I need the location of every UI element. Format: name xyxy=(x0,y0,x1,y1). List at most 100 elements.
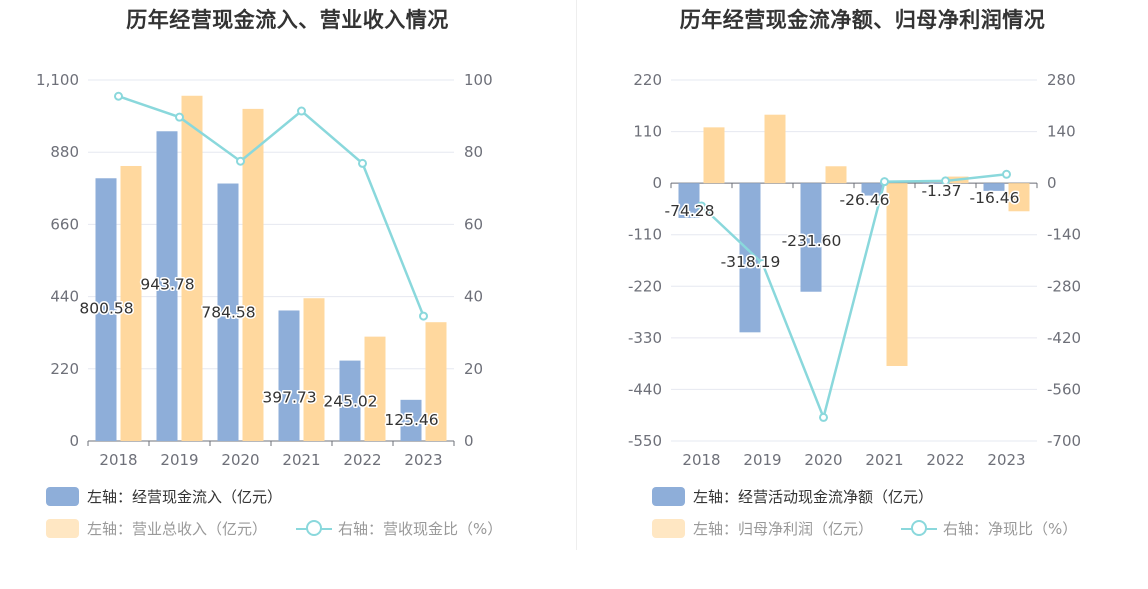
bar-orange xyxy=(364,336,386,441)
line-series xyxy=(118,95,425,317)
x-tick-label: 2023 xyxy=(987,451,1025,469)
bar-blue xyxy=(739,183,761,333)
x-tick-label: 2019 xyxy=(743,451,781,469)
y-tick-right: 0 xyxy=(464,432,474,450)
legend-item-net-profit[interactable]: 左轴：归母净利润（亿元） xyxy=(652,518,873,539)
bar-blue xyxy=(217,183,239,441)
y-tick-right: 80 xyxy=(464,143,483,161)
bar-orange xyxy=(181,95,203,442)
y-tick-right: 40 xyxy=(464,288,483,306)
y-tick-right: 60 xyxy=(464,215,483,233)
y-tick-left: 0 xyxy=(69,432,79,450)
y-tick-right: 20 xyxy=(464,360,483,378)
legend-item-cash-ratio[interactable]: 右轴：净现比（%） xyxy=(901,518,1077,539)
line-point xyxy=(880,177,889,187)
x-tick-label: 2021 xyxy=(865,451,903,469)
x-tick-label: 2020 xyxy=(221,451,259,469)
bar-orange xyxy=(886,183,908,366)
line-point xyxy=(1002,169,1011,179)
data-label: 784.58 xyxy=(201,304,255,322)
bar-blue xyxy=(339,360,361,441)
data-label: -16.46 xyxy=(970,189,1020,207)
y-tick-right: -420 xyxy=(1047,329,1081,347)
x-tick-label: 2018 xyxy=(682,451,720,469)
legend-item-cash-ratio[interactable]: 右轴：营收现金比（%） xyxy=(296,518,502,539)
data-label: 800.58 xyxy=(79,299,133,317)
y-tick-left: -440 xyxy=(628,380,662,398)
x-tick-label: 2019 xyxy=(160,451,198,469)
line-point xyxy=(236,156,245,166)
y-tick-right: 280 xyxy=(1047,71,1076,89)
chart-title: 历年经营现金流净额、归母净利润情况 xyxy=(679,8,1046,32)
line-point xyxy=(941,176,950,186)
legend-swatch-orange xyxy=(46,519,79,538)
bar-orange xyxy=(703,127,725,184)
data-label: 397.73 xyxy=(262,388,316,406)
legend-label: 左轴：经营现金流入（亿元） xyxy=(87,488,283,506)
legend-label: 左轴：归母净利润（亿元） xyxy=(693,520,874,538)
data-label: -1.37 xyxy=(921,182,961,200)
legend-label: 右轴：营收现金比（%） xyxy=(338,520,503,538)
bar-blue xyxy=(678,183,700,218)
legend-label: 右轴：净现比（%） xyxy=(943,520,1078,538)
line-point xyxy=(819,412,828,422)
y-tick-left: -110 xyxy=(628,226,662,244)
line-point xyxy=(175,112,184,122)
line-point xyxy=(297,106,306,116)
line-point xyxy=(114,91,123,101)
x-tick-label: 2021 xyxy=(282,451,320,469)
cash-inflow-revenue-panel: 历年经营现金流入、营业收入情况 1,100 100 880 80 660 60 440 40 2… xyxy=(36,8,502,539)
y-tick-left: 440 xyxy=(50,288,79,306)
y-tick-left: 0 xyxy=(652,174,662,192)
data-label: -318.19 xyxy=(721,253,781,271)
y-tick-left: 110 xyxy=(633,123,662,141)
legend-item-revenue[interactable]: 左轴：营业总收入（亿元） xyxy=(46,518,267,539)
line-point xyxy=(358,158,367,168)
bar-blue xyxy=(156,131,178,442)
y-tick-right: -560 xyxy=(1047,380,1081,398)
y-tick-left: 220 xyxy=(50,360,79,378)
legend-item-net-cashflow[interactable]: 左轴：经营活动现金流净额（亿元） xyxy=(652,486,933,507)
x-tick-label: 2023 xyxy=(404,451,442,469)
bar-orange xyxy=(425,322,447,441)
x-tick-label: 2020 xyxy=(804,451,842,469)
bar-blue xyxy=(400,399,422,441)
y-tick-right: 100 xyxy=(464,71,493,89)
legend-line-swatch xyxy=(296,519,332,538)
bar-blue xyxy=(983,183,1005,191)
chart-title: 历年经营现金流入、营业收入情况 xyxy=(126,8,449,32)
bar-orange xyxy=(764,114,786,184)
data-label: 245.02 xyxy=(323,393,377,411)
line-series xyxy=(700,173,1007,422)
y-tick-left: -550 xyxy=(628,432,662,450)
x-tick-label: 2022 xyxy=(343,451,381,469)
y-tick-right: -140 xyxy=(1047,226,1081,244)
y-tick-left: -220 xyxy=(628,277,662,295)
y-tick-right: -280 xyxy=(1047,277,1081,295)
bar-orange xyxy=(825,166,847,184)
bar-blue xyxy=(922,183,944,184)
bar-blue xyxy=(95,178,117,441)
legend-swatch-orange xyxy=(652,519,685,538)
legend-label: 左轴：经营活动现金流净额（亿元） xyxy=(693,488,934,506)
bar-orange xyxy=(120,165,142,441)
bar-orange xyxy=(303,298,325,441)
y-tick-left: 1,100 xyxy=(36,71,79,89)
panel-divider xyxy=(576,0,577,550)
x-tick-label: 2022 xyxy=(926,451,964,469)
line-point xyxy=(758,258,767,268)
data-label: -26.46 xyxy=(840,191,890,209)
bar-orange xyxy=(1008,183,1030,212)
legend-item-cash-inflow[interactable]: 左轴：经营现金流入（亿元） xyxy=(46,486,282,507)
data-label: 943.78 xyxy=(140,275,194,293)
y-tick-left: 220 xyxy=(633,71,662,89)
y-tick-right: 0 xyxy=(1047,174,1057,192)
legend-line-swatch xyxy=(901,519,937,538)
line-point xyxy=(697,201,706,211)
legend-label: 左轴：营业总收入（亿元） xyxy=(87,520,268,538)
y-tick-left: 660 xyxy=(50,215,79,233)
bar-blue xyxy=(278,310,300,441)
net-cashflow-profit-chart: 220 280 110 140 0 0 -110 -140 -220 -280 -330 -420 -4… xyxy=(628,71,1081,469)
cash-inflow-revenue-chart: 1,100 100 880 80 660 60 440 40 220 20 0 0 2018 2019 20… xyxy=(36,71,493,469)
data-label: -74.28 xyxy=(665,202,715,220)
